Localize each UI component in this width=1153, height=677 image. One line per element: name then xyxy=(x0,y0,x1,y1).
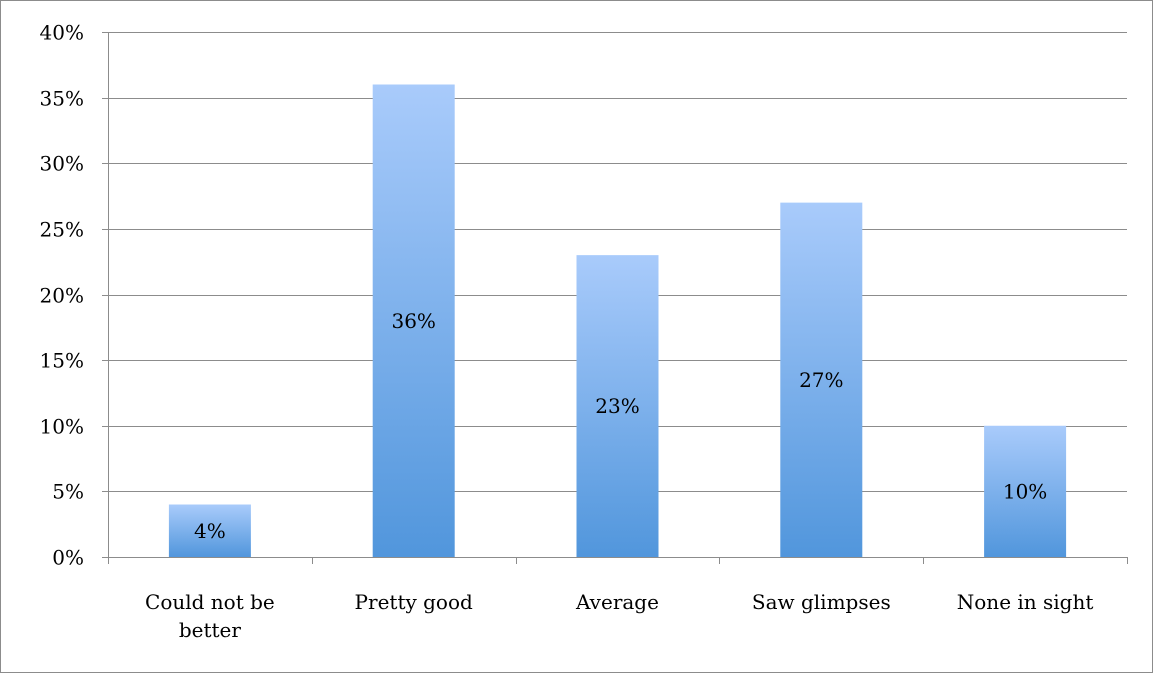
category-label: Pretty good xyxy=(355,590,473,614)
category-label: Could not be xyxy=(145,590,275,614)
data-label: 27% xyxy=(799,368,843,392)
y-tick-label: 40% xyxy=(40,21,84,45)
bar xyxy=(576,255,659,557)
category-labels: Could not be better Pretty good Average Saw … xyxy=(145,590,1093,642)
y-tick-label: 15% xyxy=(40,349,84,373)
bar xyxy=(780,202,863,557)
y-tick-label: 20% xyxy=(40,284,84,308)
y-tick-label: 25% xyxy=(40,218,84,242)
y-tick-labels: 0% 5% 10% 15% 20% 25% 30% 35% 40% xyxy=(40,21,84,570)
y-tick-label: 35% xyxy=(40,87,84,111)
data-label: 4% xyxy=(194,519,226,543)
data-label: 23% xyxy=(595,394,639,418)
y-tick-label: 10% xyxy=(40,415,84,439)
y-tick-label: 0% xyxy=(52,546,84,570)
bars xyxy=(168,84,1067,557)
y-tick-label: 5% xyxy=(52,480,84,504)
bar xyxy=(168,504,251,557)
category-label: Saw glimpses xyxy=(752,590,891,614)
bar xyxy=(372,84,455,557)
category-label: None in sight xyxy=(957,590,1094,614)
axes xyxy=(102,32,1128,564)
data-label: 36% xyxy=(391,309,435,333)
data-label: 10% xyxy=(1003,479,1047,503)
category-label: better xyxy=(179,618,242,642)
category-label: Average xyxy=(575,590,659,614)
bar xyxy=(984,425,1067,557)
y-tick-label: 30% xyxy=(40,152,84,176)
data-labels: 4% 36% 23% 27% 10% xyxy=(194,309,1047,543)
